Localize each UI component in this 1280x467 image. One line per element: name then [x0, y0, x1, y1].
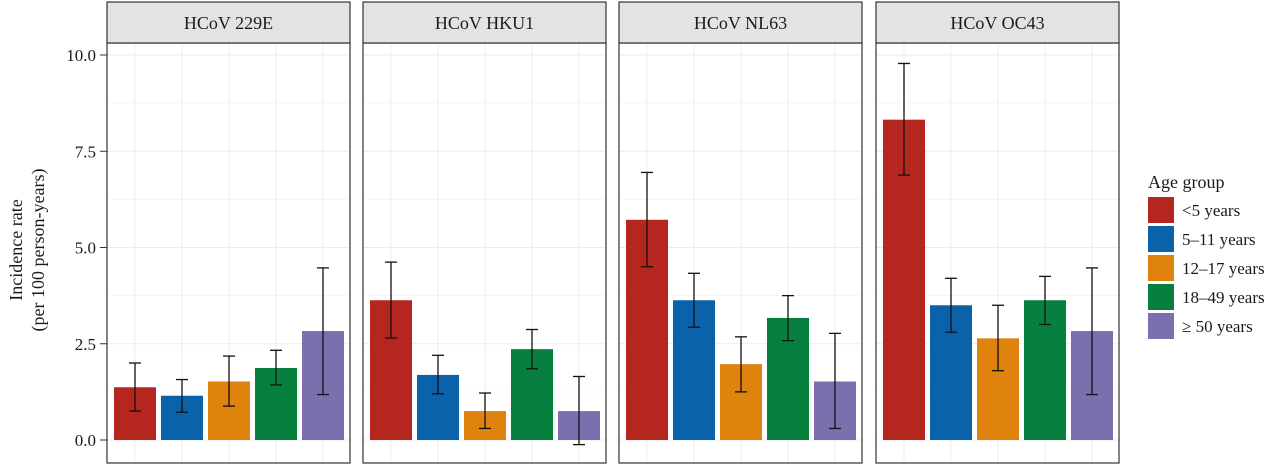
legend-swatch: [1148, 284, 1174, 310]
legend-item-label: 12–17 years: [1182, 259, 1265, 278]
panel-title: HCoV NL63: [694, 13, 787, 33]
panel-title: HCoV 229E: [184, 13, 273, 33]
legend-swatch: [1148, 226, 1174, 252]
panel-1: HCoV 229E: [106, 1, 351, 464]
y-axis-title: Incidence rate: [6, 199, 26, 300]
panel-strip: [875, 1, 1120, 44]
panel-title: HCoV OC43: [950, 13, 1044, 33]
panel-strip: [618, 1, 863, 44]
legend-swatch: [1148, 197, 1174, 223]
panel-strip: [106, 1, 351, 44]
panel-strip: [362, 1, 607, 44]
y-tick-label: 0.0: [75, 431, 96, 450]
panel-2: HCoV HKU1: [362, 1, 607, 464]
legend: Age group <5 years 5–11 years 12–17 years 1…: [1148, 172, 1265, 339]
y-axis: 0.0 2.5 5.0 7.5 10.0: [66, 46, 107, 450]
y-axis-subtitle: (per 100 person-years): [28, 169, 49, 332]
legend-title: Age group: [1148, 172, 1224, 192]
legend-item-label: 5–11 years: [1182, 230, 1256, 249]
facet-panels: HCoV 229E HCoV HKU1 HCoV NL63 HCoV OC43: [106, 1, 1120, 464]
y-tick-label: 7.5: [75, 142, 96, 161]
legend-swatch: [1148, 255, 1174, 281]
panel-4: HCoV OC43: [875, 1, 1120, 464]
legend-swatch: [1148, 313, 1174, 339]
y-tick-label: 2.5: [75, 335, 96, 354]
panel-3: HCoV NL63: [618, 1, 863, 464]
legend-item-label: ≥ 50 years: [1182, 317, 1253, 336]
legend-item-label: <5 years: [1182, 201, 1240, 220]
panel-title: HCoV HKU1: [435, 13, 534, 33]
legend-item-label: 18–49 years: [1182, 288, 1265, 307]
y-tick-label: 10.0: [66, 46, 96, 65]
y-tick-label: 5.0: [75, 239, 96, 258]
